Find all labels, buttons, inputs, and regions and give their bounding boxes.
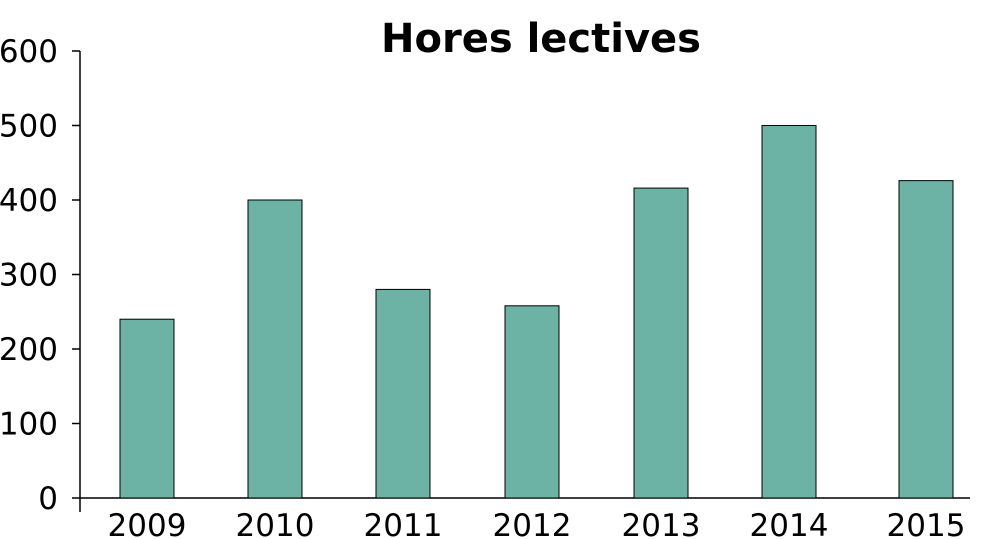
bar-2011 xyxy=(375,288,431,499)
bar-2013 xyxy=(633,187,689,499)
x-tick-label: 2010 xyxy=(236,508,315,539)
y-tick-label: 400 xyxy=(0,183,58,219)
bar-2014 xyxy=(761,125,817,499)
y-tick-label: 500 xyxy=(0,109,58,145)
x-tick-label: 2009 xyxy=(108,508,187,539)
y-tick-label: 100 xyxy=(0,407,58,443)
bar-2009 xyxy=(119,318,175,499)
bar-2012 xyxy=(504,305,560,499)
x-tick-label: 2012 xyxy=(493,508,572,539)
bar-2010 xyxy=(247,199,303,499)
y-tick-label: 300 xyxy=(0,258,58,294)
chart-title: Hores lectives xyxy=(381,16,701,62)
y-axis: 0 100 200 300 400 500 600 xyxy=(0,34,81,517)
x-tick-label: 2015 xyxy=(887,508,966,539)
y-tick-label: 600 xyxy=(0,34,58,70)
x-tick-label: 2013 xyxy=(622,508,701,539)
bars-group xyxy=(119,125,954,499)
y-tick-label: 0 xyxy=(38,481,58,517)
x-axis: 2009 2010 2011 2012 2013 2014 2015 xyxy=(80,497,970,539)
bar-2015 xyxy=(898,180,954,499)
x-tick-label: 2011 xyxy=(364,508,443,539)
x-tick-label: 2014 xyxy=(750,508,829,539)
y-tick-label: 200 xyxy=(0,332,58,368)
